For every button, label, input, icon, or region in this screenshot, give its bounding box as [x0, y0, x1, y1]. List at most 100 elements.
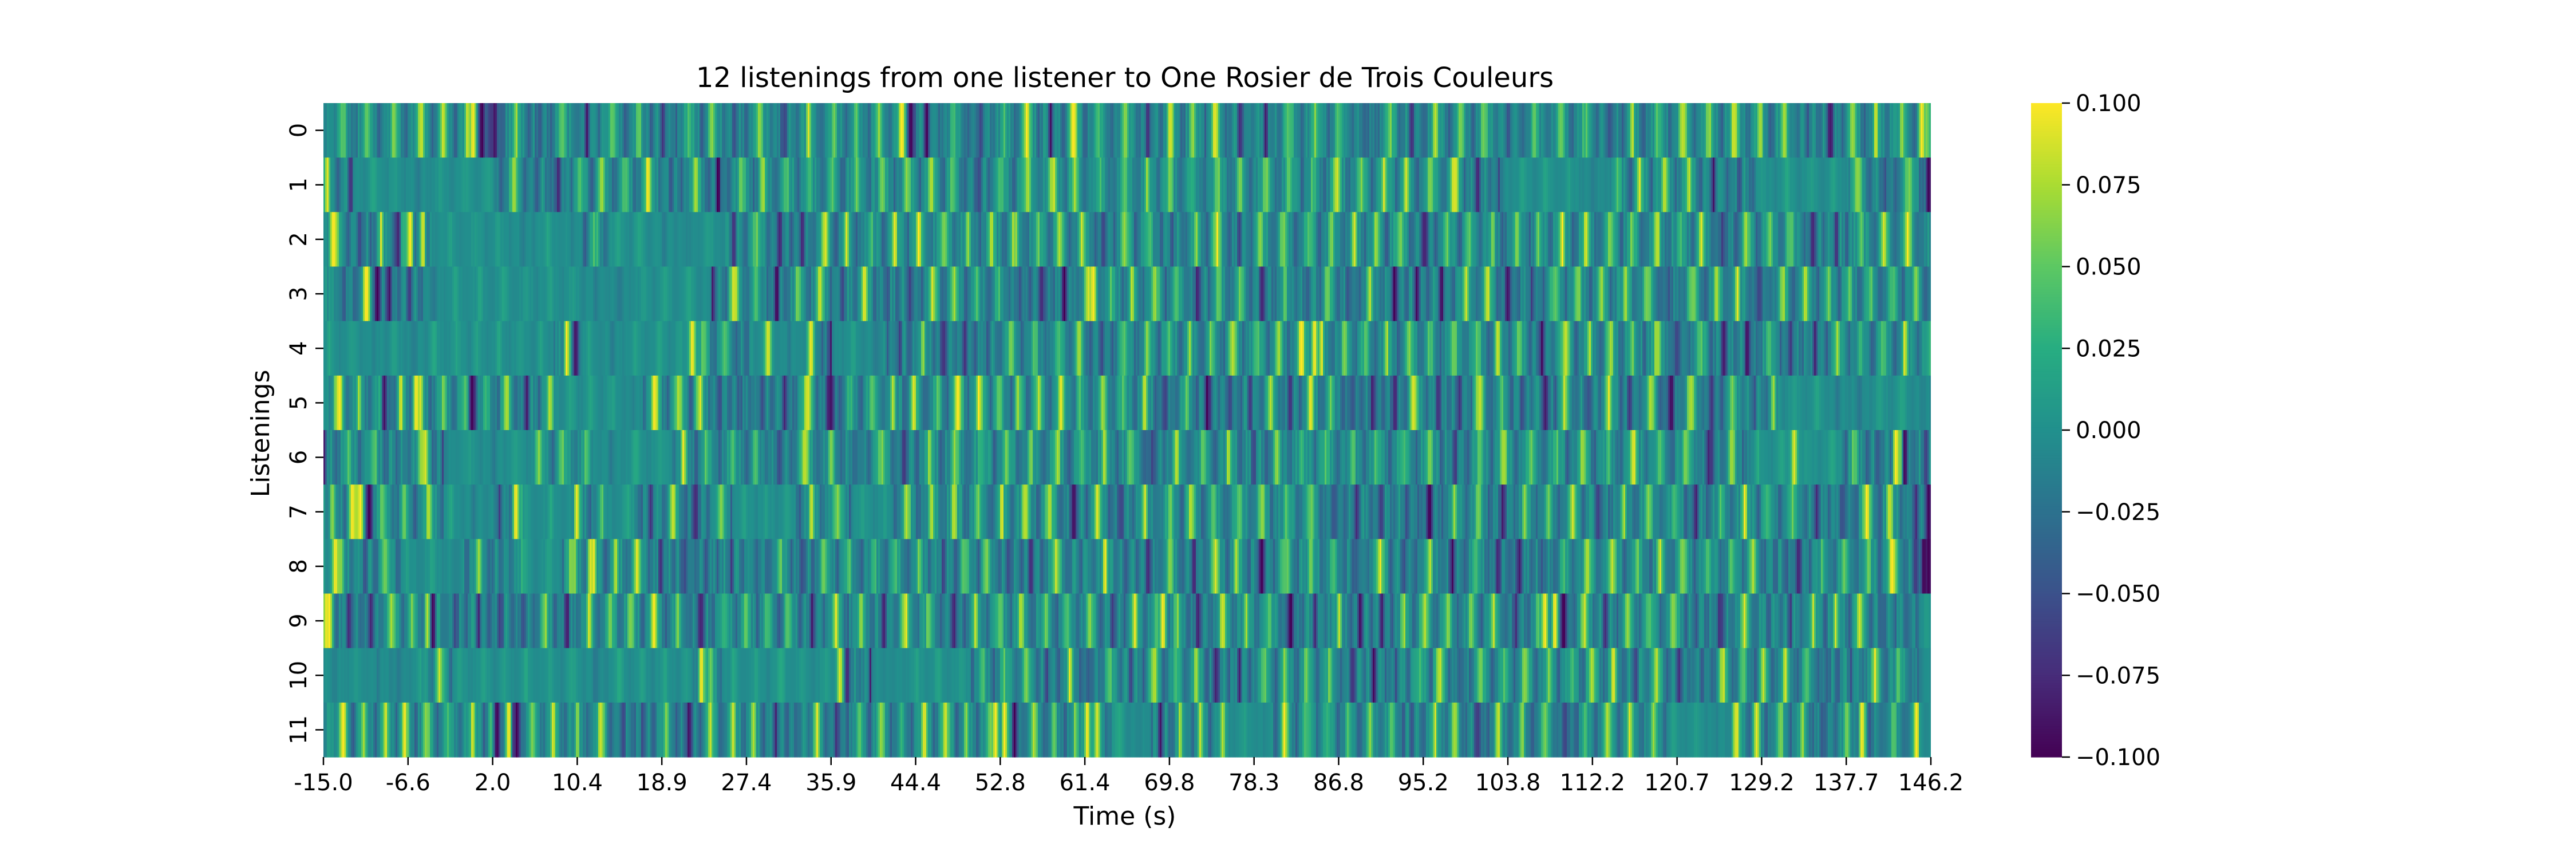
- heatmap-cell: [756, 212, 758, 267]
- heatmap-cell: [1787, 103, 1789, 158]
- heatmap-cell: [1579, 266, 1581, 322]
- heatmap-cell: [559, 321, 561, 376]
- heatmap-cell: [464, 157, 467, 212]
- heatmap-cell: [1505, 157, 1507, 212]
- heatmap-cell: [1213, 266, 1215, 322]
- heatmap-cell: [1558, 157, 1560, 212]
- heatmap-cell: [1436, 266, 1439, 322]
- heatmap-cell: [543, 321, 546, 376]
- heatmap-cell: [1246, 212, 1248, 267]
- heatmap-cell: [935, 212, 937, 267]
- heatmap-cell: [804, 103, 807, 158]
- heatmap-cell: [952, 157, 954, 212]
- heatmap-cell: [566, 266, 568, 322]
- heatmap-cell: [794, 266, 796, 322]
- heatmap-cell: [1359, 157, 1361, 212]
- heatmap-cell: [552, 103, 554, 158]
- heatmap-cell: [1629, 157, 1631, 212]
- heatmap-cell: [1642, 103, 1645, 158]
- heatmap-cell: [1809, 157, 1811, 212]
- heatmap-cell: [997, 103, 999, 158]
- heatmap-cell: [1747, 103, 1749, 158]
- heatmap-cell: [1503, 103, 1506, 158]
- heatmap-cell: [981, 157, 983, 212]
- heatmap-cell: [1886, 103, 1888, 158]
- heatmap-cell: [1357, 266, 1360, 322]
- heatmap-cell: [669, 266, 671, 322]
- heatmap-cell: [334, 266, 336, 322]
- heatmap-cell: [1380, 266, 1382, 322]
- heatmap-cell: [540, 157, 542, 212]
- heatmap-cell: [1867, 212, 1870, 267]
- heatmap-cell: [1139, 157, 1141, 212]
- heatmap-cell: [1266, 157, 1269, 212]
- heatmap-cell: [504, 157, 506, 212]
- heatmap-cell: [358, 321, 360, 376]
- heatmap-cell: [438, 157, 441, 212]
- heatmap-cell: [746, 157, 748, 212]
- heatmap-cell: [378, 103, 381, 158]
- heatmap-cell: [861, 266, 863, 322]
- heatmap-cell: [1393, 212, 1396, 267]
- heatmap-cell: [609, 103, 611, 158]
- heatmap-cell: [382, 266, 384, 322]
- heatmap-cell: [658, 103, 661, 158]
- heatmap-cell: [1369, 157, 1372, 212]
- heatmap-cell: [368, 266, 370, 322]
- heatmap-cell: [1095, 266, 1097, 322]
- heatmap-cell: [1325, 266, 1327, 322]
- heatmap-cell: [1730, 103, 1732, 158]
- heatmap-cell: [839, 157, 841, 212]
- heatmap-cell: [1050, 157, 1052, 212]
- heatmap-cell: [974, 266, 977, 322]
- heatmap-cell: [1536, 266, 1538, 322]
- heatmap-cell: [1768, 157, 1770, 212]
- heatmap-cell: [986, 266, 989, 322]
- heatmap-cell: [1591, 212, 1593, 267]
- heatmap-cell: [1203, 212, 1205, 267]
- heatmap-cell: [1673, 212, 1676, 267]
- heatmap-cell: [1713, 212, 1715, 267]
- heatmap-cell: [1831, 157, 1834, 212]
- heatmap-cell: [361, 212, 364, 267]
- heatmap-cell: [1709, 266, 1712, 322]
- heatmap-cell: [1240, 103, 1243, 158]
- heatmap-cell: [1160, 266, 1162, 322]
- heatmap-cell: [596, 103, 599, 158]
- heatmap-cell: [1574, 157, 1576, 212]
- heatmap-cell: [1637, 157, 1639, 212]
- heatmap-cell: [904, 266, 906, 322]
- heatmap-cell: [1869, 266, 1871, 322]
- heatmap-cell: [1337, 157, 1339, 212]
- heatmap-cell: [1495, 157, 1497, 212]
- heatmap-cell: [1254, 212, 1257, 267]
- heatmap-cell: [803, 212, 805, 267]
- heatmap-cell: [524, 157, 527, 212]
- heatmap-cell: [1754, 212, 1756, 267]
- heatmap-cell: [1421, 157, 1423, 212]
- heatmap-cell: [521, 266, 523, 322]
- heatmap-cell: [1776, 212, 1779, 267]
- heatmap-cell: [542, 266, 544, 322]
- heatmap-cell: [1076, 212, 1078, 267]
- heatmap-cell: [471, 266, 473, 322]
- heatmap-cell: [1089, 103, 1092, 158]
- heatmap-cell: [1663, 212, 1665, 267]
- heatmap-cell: [1362, 266, 1365, 322]
- heatmap-cell: [1862, 266, 1864, 322]
- heatmap-cell: [988, 212, 990, 267]
- heatmap-cell: [1498, 103, 1500, 158]
- heatmap-cell: [1421, 103, 1423, 158]
- heatmap-cell: [1160, 103, 1162, 158]
- heatmap-cell: [808, 157, 810, 212]
- heatmap-cell: [1459, 266, 1461, 322]
- heatmap-cell: [859, 212, 862, 267]
- heatmap-cell: [935, 266, 937, 322]
- heatmap-cell: [890, 266, 892, 322]
- heatmap-cell: [483, 157, 485, 212]
- heatmap-cell: [1330, 266, 1332, 322]
- heatmap-cell: [945, 321, 947, 376]
- heatmap-cell: [1793, 157, 1796, 212]
- heatmap-cell: [918, 266, 920, 322]
- heatmap-cell: [1010, 103, 1013, 158]
